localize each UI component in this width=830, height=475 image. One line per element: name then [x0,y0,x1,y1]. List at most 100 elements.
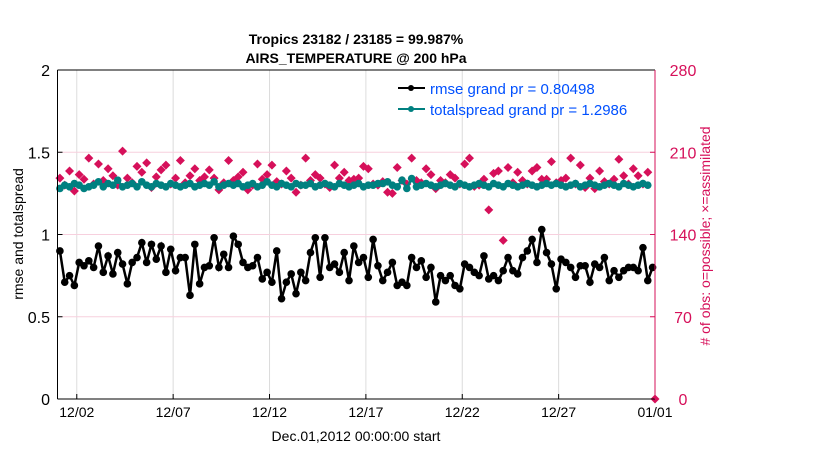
rmse-point [523,247,532,255]
rmse-point [403,281,411,290]
totalspread-point [94,178,103,186]
obs-count-marker [137,167,147,177]
obs-count-marker [151,172,161,182]
y-tick-label: 0.5 [28,310,50,327]
obs-count-marker [132,161,142,171]
obs-count-marker [199,172,209,182]
series-layer [55,146,660,404]
x-tick-label: 12/17 [348,404,383,420]
totalspread-point [407,174,416,183]
rmse-point [456,284,464,293]
obs-count-marker [392,163,402,173]
rmse-point [489,271,498,280]
rmse-point [378,276,387,285]
rmse-point [547,260,556,268]
y-tick-label: 2 [41,63,50,80]
totalspread-point [403,184,411,193]
y-tick-label: 1 [41,228,50,245]
obs-count-marker [175,155,185,165]
rmse-point [499,266,508,275]
rmse-point [138,238,146,247]
obs-count-marker [421,164,431,174]
rmse-point [253,253,262,262]
rmse-point [571,273,580,282]
rmse-point [219,250,228,259]
rmse-point [321,233,329,242]
totalspread-point [398,176,406,185]
rmse-point [412,263,421,272]
legend-marker-totalspread [408,106,414,112]
obs-count-marker [122,173,132,183]
rmse-point [56,247,64,255]
rmse-point [407,253,416,262]
rmse-point [552,284,561,293]
rmse-point [191,240,199,249]
rmse-point [123,280,132,288]
rmse-point [494,276,503,285]
obs-count-marker [643,167,653,177]
rmse-point [354,258,363,267]
rmse-point [118,260,127,268]
obs-count-marker [281,166,291,176]
rmse-point [643,276,652,285]
obs-count-marker [190,164,200,174]
rmse-point [171,266,180,275]
rmse-point [224,263,233,272]
rmse-point [615,273,623,282]
chart-title-line-2: AIRS_TEMPERATURE @ 200 hPa [245,50,466,66]
rmse-point [566,263,575,272]
y2-tick-label: 140 [670,228,697,245]
obs-count-marker [339,167,349,177]
obs-count-marker [291,187,301,197]
rmse-point [350,242,358,250]
obs-count-marker [301,153,311,163]
rmse-point [446,271,455,280]
obs-count-marker [238,167,248,177]
rmse-point [595,263,604,272]
rmse-point [475,271,483,280]
rmse-point [431,298,440,306]
obs-count-marker [286,173,296,183]
x-tick-label: 12/07 [156,404,191,420]
rmse-point [330,260,339,268]
rmse-point [89,263,98,272]
rmse-point [113,248,122,257]
rmse-point [311,233,320,242]
totalspread-point [393,182,402,191]
totalspread-point [133,182,141,191]
rmse-point [359,253,368,262]
obs-count-marker [619,171,629,181]
obs-count-marker [252,159,262,169]
rmse-point [109,270,117,278]
rmse-point [99,268,108,277]
rmse-point [205,261,214,270]
rmse-point [364,273,373,282]
obs-count-marker [161,160,171,170]
obs-count-marker [633,171,643,181]
rmse-point [528,235,536,244]
obs-count-marker [595,166,605,176]
rmse-point [263,268,271,277]
rmse-point [142,258,151,267]
obs-count-marker [156,165,166,175]
obs-count-marker [503,163,513,173]
chart-title-line-1: Tropics 23182 / 23185 = 99.987% [249,31,464,47]
axes: 12/02 12/07 12/12 12/17 12/22 12/27 01/01 0 70 14… [28,63,697,420]
obs-count-marker [334,173,344,183]
rmse-point [441,276,450,285]
rmse-point [215,263,223,272]
rmse-point [542,248,551,257]
x-tick-label: 12/27 [541,404,576,420]
obs-count-marker [546,157,556,167]
grid [57,70,656,399]
obs-count-marker [464,153,474,163]
obs-count-marker [532,163,542,173]
rmse-point [634,266,642,275]
rmse-point [94,242,103,250]
rmse-point [533,258,541,267]
rmse-point [605,276,614,285]
rmse-point [513,270,522,278]
rmse-point [186,291,194,300]
obs-count-marker [498,235,508,245]
